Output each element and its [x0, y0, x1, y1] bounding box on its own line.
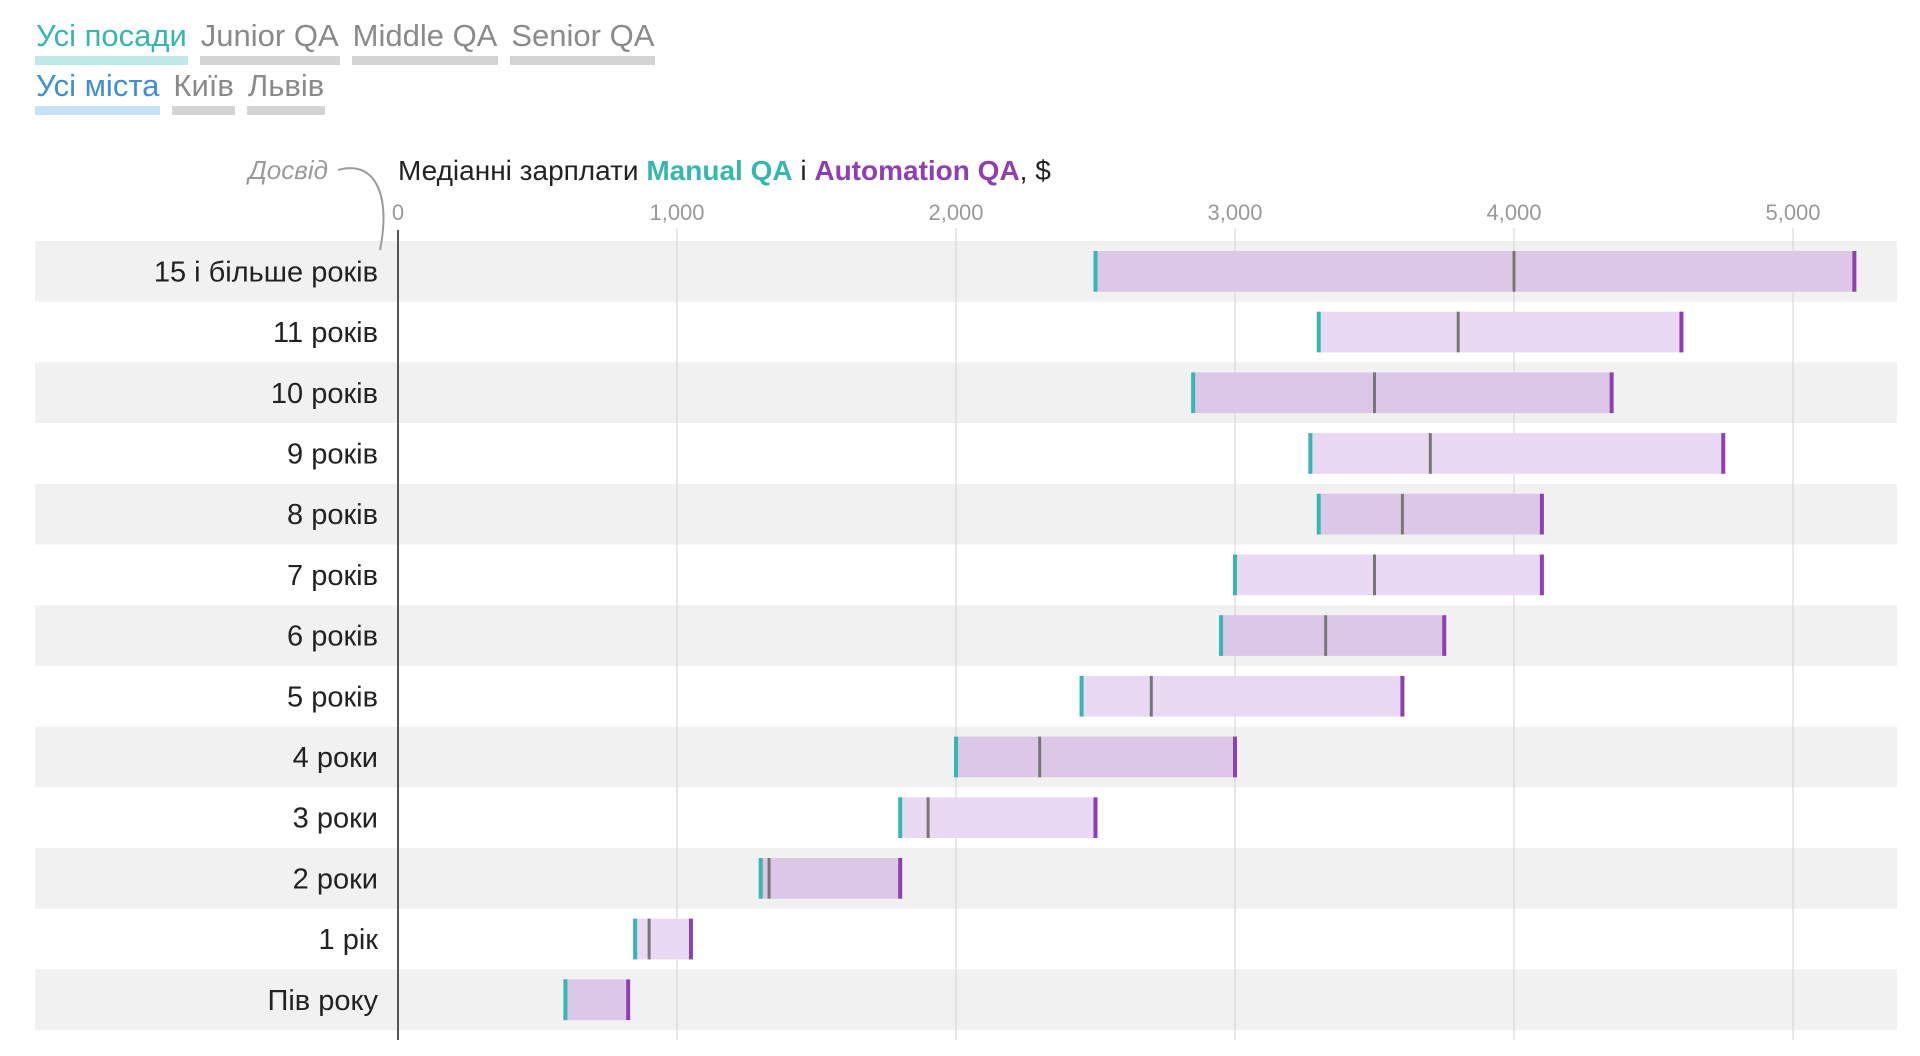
- manual-qa-marker: [1191, 372, 1196, 414]
- median-marker: [1512, 251, 1516, 292]
- manual-qa-marker: [954, 736, 958, 778]
- experience-connector: [337, 167, 385, 251]
- range-bar: [635, 918, 691, 960]
- x-tick-label: 3,000: [1207, 200, 1262, 225]
- row-band: [35, 848, 1897, 909]
- x-tick-label: 5,000: [1765, 200, 1820, 225]
- manual-qa-marker: [1233, 554, 1237, 596]
- automation-qa-marker: [688, 918, 693, 960]
- experience-axis-label: Досвід: [246, 155, 329, 185]
- automation-qa-marker: [1093, 797, 1098, 838]
- median-marker: [926, 797, 930, 838]
- median-marker: [1149, 675, 1153, 717]
- manual-qa-marker: [758, 858, 763, 899]
- filter-position-middle[interactable]: Middle QA: [351, 16, 499, 65]
- automation-qa-marker: [1400, 675, 1405, 717]
- filter-position-all[interactable]: Усі посади: [35, 16, 188, 65]
- automation-qa-marker: [1539, 554, 1544, 596]
- row-band: [35, 969, 1897, 1031]
- median-marker: [1373, 554, 1376, 596]
- x-axis-ticks: 0 1,000 2,000 3,000 4,000 5,000: [392, 200, 1821, 225]
- filter-city-kyiv[interactable]: Київ: [172, 66, 235, 115]
- category-label: 5 років: [287, 681, 378, 713]
- median-marker: [1373, 372, 1376, 414]
- range-bar: [565, 979, 629, 1021]
- position-filter-row: Усі посади Junior QA Middle QA Senior QA: [35, 16, 656, 66]
- chart-title: Медіанні зарплати Manual QA і Automation…: [398, 155, 1051, 186]
- automation-qa-marker: [1679, 311, 1684, 353]
- manual-qa-marker: [1308, 433, 1313, 474]
- range-bar: [1318, 493, 1542, 535]
- manual-qa-marker: [1316, 493, 1321, 535]
- automation-qa-marker: [626, 979, 631, 1021]
- median-marker: [1456, 311, 1460, 353]
- manual-qa-marker: [1079, 675, 1084, 717]
- range-bar: [760, 858, 901, 899]
- category-label: 9 років: [287, 438, 378, 470]
- range-bar: [1310, 433, 1724, 474]
- range-bar: [1221, 615, 1445, 656]
- chart-title-prefix: Медіанні зарплати: [398, 155, 646, 186]
- manual-qa-marker: [563, 979, 568, 1021]
- automation-qa-marker: [1609, 372, 1614, 414]
- range-bar: [1081, 675, 1403, 717]
- category-label: 10 років: [271, 378, 378, 410]
- automation-qa-marker: [1233, 736, 1237, 778]
- category-label: 4 роки: [293, 742, 378, 774]
- range-bar: [956, 736, 1235, 778]
- category-label: 6 років: [287, 621, 378, 653]
- x-tick-label: 1,000: [649, 200, 704, 225]
- range-bar: [1095, 251, 1855, 292]
- range-bar: [1318, 311, 1682, 353]
- category-label: 7 років: [287, 560, 378, 592]
- manual-qa-marker: [1093, 251, 1098, 292]
- range-bar: [900, 797, 1096, 838]
- median-marker: [1428, 433, 1432, 474]
- category-label: Пів року: [267, 985, 378, 1017]
- category-label: 1 рік: [319, 924, 379, 956]
- median-marker: [767, 858, 771, 899]
- manual-qa-marker: [1219, 615, 1224, 656]
- range-bar: [1193, 372, 1612, 414]
- manual-qa-marker: [633, 918, 638, 960]
- median-marker: [1400, 493, 1404, 535]
- category-label: 2 роки: [293, 863, 378, 895]
- x-tick-label: 4,000: [1486, 200, 1541, 225]
- category-label: 8 років: [287, 499, 378, 531]
- median-marker: [647, 918, 651, 960]
- range-bar: [1235, 554, 1542, 596]
- automation-qa-marker: [1539, 493, 1544, 535]
- bars: [563, 251, 1857, 1021]
- x-tick-label: 0: [392, 200, 404, 225]
- manual-qa-marker: [1316, 311, 1321, 353]
- chart-title-automation: Automation QA: [814, 155, 1019, 186]
- filter-city-all[interactable]: Усі міста: [35, 66, 161, 115]
- row-band: [35, 483, 1897, 545]
- filter-city-lviv[interactable]: Львів: [246, 66, 326, 115]
- row-band: [35, 605, 1897, 666]
- chart-title-manual: Manual QA: [646, 155, 792, 186]
- chart-title-and: і: [793, 155, 815, 186]
- category-label: 15 і більше років: [154, 256, 378, 288]
- automation-qa-marker: [1852, 251, 1857, 292]
- median-marker: [1324, 615, 1328, 656]
- manual-qa-marker: [898, 797, 903, 838]
- filters: Усі посади Junior QA Middle QA Senior QA…: [35, 16, 656, 116]
- automation-qa-marker: [1721, 433, 1726, 474]
- category-label: 3 роки: [293, 803, 378, 835]
- category-labels: 15 і більше років 11 років 10 років 9 років…: [154, 256, 379, 1016]
- category-label: 11 років: [273, 317, 378, 349]
- city-filter-row: Усі міста Київ Львів: [35, 66, 655, 116]
- filter-position-junior[interactable]: Junior QA: [199, 16, 340, 65]
- x-tick-label: 2,000: [928, 200, 983, 225]
- median-marker: [1038, 736, 1042, 778]
- automation-qa-marker: [1442, 615, 1447, 656]
- chart-title-suffix: , $: [1020, 155, 1052, 186]
- filter-position-senior[interactable]: Senior QA: [510, 16, 656, 65]
- automation-qa-marker: [898, 858, 903, 899]
